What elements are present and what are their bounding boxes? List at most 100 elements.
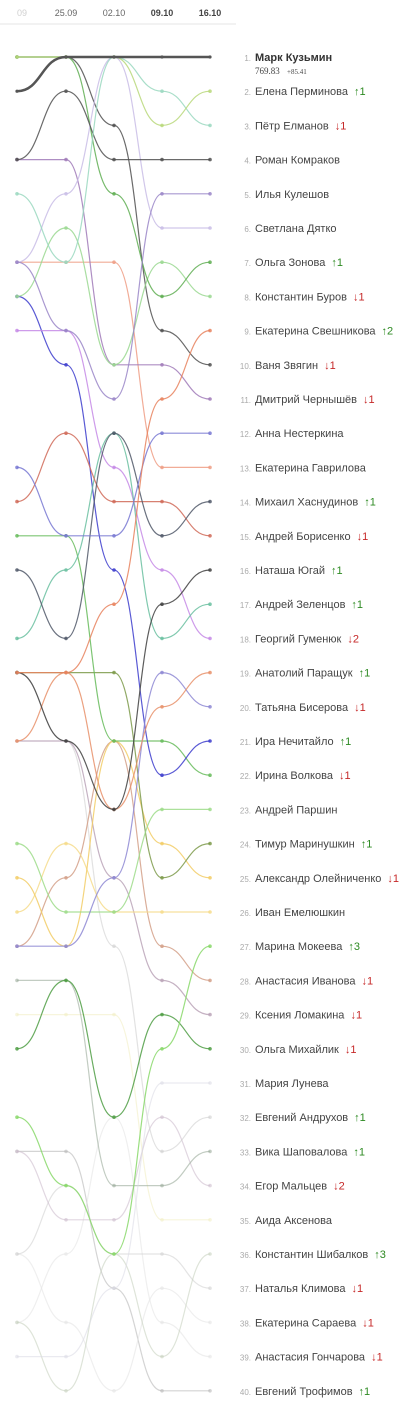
rank-number: 9. <box>244 328 251 337</box>
participant-name: Екатерина Свешникова <box>255 326 376 338</box>
rank-number: 5. <box>244 191 251 200</box>
rank-row: 35. Аида Аксенова <box>240 1215 333 1227</box>
rank-number: 1. <box>244 54 251 63</box>
series-5 <box>15 192 212 401</box>
series-point <box>15 944 19 948</box>
series-point <box>160 123 164 128</box>
date-tick: 16.10 <box>199 8 222 18</box>
series-point <box>112 157 116 162</box>
series-point <box>208 89 212 93</box>
series-point <box>160 670 164 675</box>
series-point <box>112 568 116 572</box>
rank-number: 16. <box>240 567 251 576</box>
series-point <box>208 670 212 675</box>
series-point <box>160 192 164 196</box>
series-point <box>15 1149 19 1154</box>
rank-number: 31. <box>240 1080 251 1089</box>
rank-row: 28. Анастасия Иванова ↓1 <box>240 975 373 987</box>
series-point <box>112 465 116 470</box>
series-point <box>160 773 164 777</box>
participant-name: Аида Аксенова <box>255 1215 333 1227</box>
leader-score: 769.83 +85.41 <box>255 66 307 76</box>
rank-up-badge: ↑1 <box>364 497 376 509</box>
rank-down-badge: ↓1 <box>345 1044 357 1056</box>
series-point <box>15 876 19 880</box>
series-point <box>160 226 164 230</box>
series-20 <box>15 670 212 948</box>
series-point <box>208 807 212 812</box>
series-point <box>160 431 164 436</box>
series-point <box>15 328 19 333</box>
series-point <box>112 876 116 880</box>
rank-down-badge: ↓1 <box>362 975 374 987</box>
rank-lines <box>15 55 212 1393</box>
rank-row: 32. Евгений Андрухов ↑1 <box>240 1112 366 1124</box>
participant-name: Ольга Зонова <box>255 257 326 269</box>
series-point <box>112 499 116 504</box>
series-point <box>112 192 116 196</box>
rank-number: 26. <box>240 909 251 918</box>
series-point <box>64 328 68 333</box>
series-point <box>208 328 212 333</box>
series-point <box>208 55 212 59</box>
series-point <box>64 89 68 93</box>
rank-row: 21. Ира Нечитайло ↑1 <box>240 736 351 748</box>
series-36 <box>15 1252 212 1393</box>
series-point <box>112 739 116 743</box>
series-point <box>112 363 116 367</box>
participant-name: Наташа Югай <box>255 565 325 577</box>
rank-row: 33. Вика Шаповалова ↑1 <box>240 1146 365 1158</box>
series-point <box>112 807 116 812</box>
series-point <box>15 260 19 265</box>
rank-row: 13. Екатерина Гаврилова <box>240 462 367 474</box>
series-point <box>160 1115 164 1119</box>
series-line <box>16 432 211 537</box>
series-point <box>208 739 212 743</box>
participant-name: Анастасия Иванова <box>255 975 356 987</box>
series-point <box>160 499 164 504</box>
series-point <box>208 1252 212 1256</box>
series-point <box>64 841 68 846</box>
series-point <box>208 465 212 470</box>
rank-number: 13. <box>240 464 251 473</box>
series-point <box>208 636 212 641</box>
series-point <box>64 1252 68 1256</box>
series-point <box>160 1047 164 1051</box>
series-line <box>17 56 211 127</box>
series-point <box>64 944 68 948</box>
series-point <box>208 568 212 572</box>
participant-name: Иван Емелюшкин <box>255 907 345 919</box>
rank-number: 21. <box>240 738 251 747</box>
rank-number: 39. <box>240 1354 251 1363</box>
participant-name: Георгий Гуменюк <box>255 633 342 645</box>
series-line <box>17 261 210 468</box>
rank-row: 7. Ольга Зонова ↑1 <box>244 257 343 269</box>
series-point <box>112 944 116 948</box>
rank-down-badge: ↓1 <box>357 531 369 543</box>
series-point <box>64 568 68 572</box>
series-point <box>160 944 164 948</box>
series-point <box>112 534 116 538</box>
series-point <box>208 260 212 265</box>
rank-up-badge: ↑2 <box>382 326 394 338</box>
series-point <box>160 807 164 812</box>
series-point <box>208 226 212 230</box>
series-line <box>16 808 210 913</box>
series-point <box>112 1183 116 1188</box>
rank-row: 37. Наталья Климова ↓1 <box>240 1283 363 1295</box>
series-line <box>16 158 211 400</box>
participant-name: Наталья Климова <box>255 1283 346 1295</box>
series-point <box>208 1389 212 1393</box>
participant-name: Пётр Елманов <box>255 120 329 132</box>
rank-row: 19. Анатолий Паращук ↑1 <box>240 668 370 680</box>
series-point <box>160 260 164 265</box>
series-line <box>16 1184 211 1289</box>
series-point <box>112 397 116 401</box>
series-point <box>160 294 164 299</box>
series-point <box>112 431 116 436</box>
series-point <box>208 123 212 128</box>
series-point <box>160 602 164 606</box>
rank-up-badge: ↑1 <box>361 839 373 851</box>
series-point <box>208 841 212 846</box>
participant-name: Екатерина Гаврилова <box>255 462 367 474</box>
